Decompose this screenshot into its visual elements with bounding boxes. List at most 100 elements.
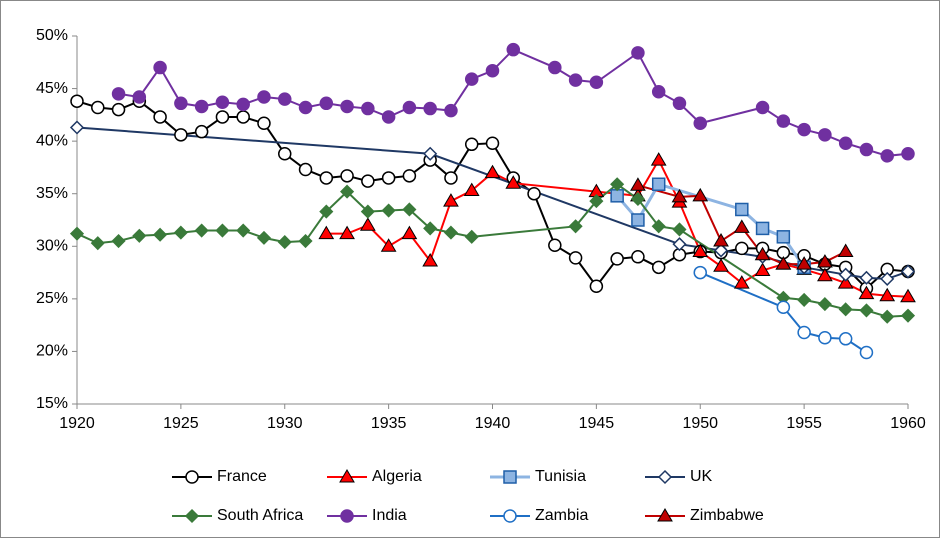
marker <box>671 188 688 203</box>
marker <box>838 332 853 346</box>
marker <box>174 96 188 111</box>
marker <box>776 300 791 315</box>
marker <box>298 233 313 249</box>
marker <box>630 191 645 207</box>
marker <box>859 142 874 157</box>
marker <box>257 90 271 104</box>
marker <box>236 110 250 124</box>
marker <box>90 236 105 251</box>
marker <box>568 219 583 234</box>
marker <box>568 73 583 87</box>
marker <box>733 275 750 289</box>
marker <box>901 147 915 161</box>
legend-label: South Africa <box>217 507 303 524</box>
marker <box>236 97 250 112</box>
marker <box>111 233 126 249</box>
marker <box>319 204 334 219</box>
marker <box>132 90 147 104</box>
marker <box>506 42 521 57</box>
marker <box>340 509 354 523</box>
marker <box>484 164 501 179</box>
marker <box>900 308 916 323</box>
x-tick-label: 1920 <box>59 415 95 432</box>
marker <box>713 243 729 258</box>
marker <box>463 182 480 197</box>
marker <box>692 187 709 202</box>
legend-label: India <box>372 507 407 524</box>
y-tick-label: 45% <box>36 80 68 97</box>
marker <box>589 194 604 209</box>
marker <box>256 230 272 245</box>
x-tick-label: 1945 <box>579 415 615 432</box>
marker <box>194 99 209 114</box>
marker <box>69 226 85 241</box>
marker <box>693 265 707 280</box>
marker <box>360 204 375 219</box>
marker <box>361 174 375 188</box>
marker <box>505 175 522 189</box>
marker <box>381 110 396 124</box>
marker <box>69 120 85 135</box>
marker <box>880 309 895 324</box>
marker <box>797 325 811 340</box>
marker <box>236 223 251 238</box>
x-tick-label: 1935 <box>371 415 407 432</box>
marker <box>631 46 645 60</box>
marker <box>837 275 854 289</box>
marker <box>319 96 334 111</box>
marker <box>257 116 271 131</box>
marker <box>610 189 624 203</box>
marker <box>402 169 417 183</box>
marker <box>339 225 355 240</box>
marker <box>657 508 673 522</box>
y-tick-label: 35% <box>36 185 68 202</box>
marker <box>775 256 792 270</box>
legend-label: Algeria <box>372 468 422 485</box>
marker <box>443 225 459 240</box>
marker <box>589 75 604 90</box>
marker <box>859 270 874 285</box>
marker <box>298 100 313 115</box>
marker <box>184 508 200 524</box>
marker <box>423 221 438 236</box>
marker <box>838 136 853 150</box>
marker <box>361 101 375 116</box>
marker <box>402 100 417 115</box>
marker <box>340 169 354 183</box>
legend-label: UK <box>690 468 713 485</box>
x-tick-label: 1960 <box>890 415 926 432</box>
marker <box>733 219 750 233</box>
marker <box>464 72 479 86</box>
y-tick-label: 20% <box>36 343 68 360</box>
marker <box>401 225 418 240</box>
marker <box>796 256 812 270</box>
marker <box>858 285 875 300</box>
marker <box>381 171 396 185</box>
marker <box>111 102 126 117</box>
marker <box>650 152 667 166</box>
marker <box>339 469 355 483</box>
y-tick-label: 40% <box>36 132 68 149</box>
marker <box>838 302 853 317</box>
marker <box>568 251 583 265</box>
marker <box>818 128 832 142</box>
marker <box>735 241 749 256</box>
marker <box>900 288 916 303</box>
marker <box>797 292 812 307</box>
marker <box>422 253 439 267</box>
x-tick-label: 1950 <box>682 415 718 432</box>
marker <box>672 237 687 252</box>
marker <box>651 177 666 192</box>
marker <box>444 171 458 185</box>
marker <box>153 110 167 124</box>
marker <box>631 213 645 227</box>
x-tick-label: 1930 <box>267 415 303 432</box>
marker <box>880 149 894 163</box>
marker <box>630 177 646 191</box>
marker <box>194 223 209 238</box>
marker <box>174 128 188 142</box>
marker <box>631 250 645 264</box>
marker <box>340 99 354 114</box>
marker <box>755 221 770 236</box>
marker <box>277 235 292 250</box>
